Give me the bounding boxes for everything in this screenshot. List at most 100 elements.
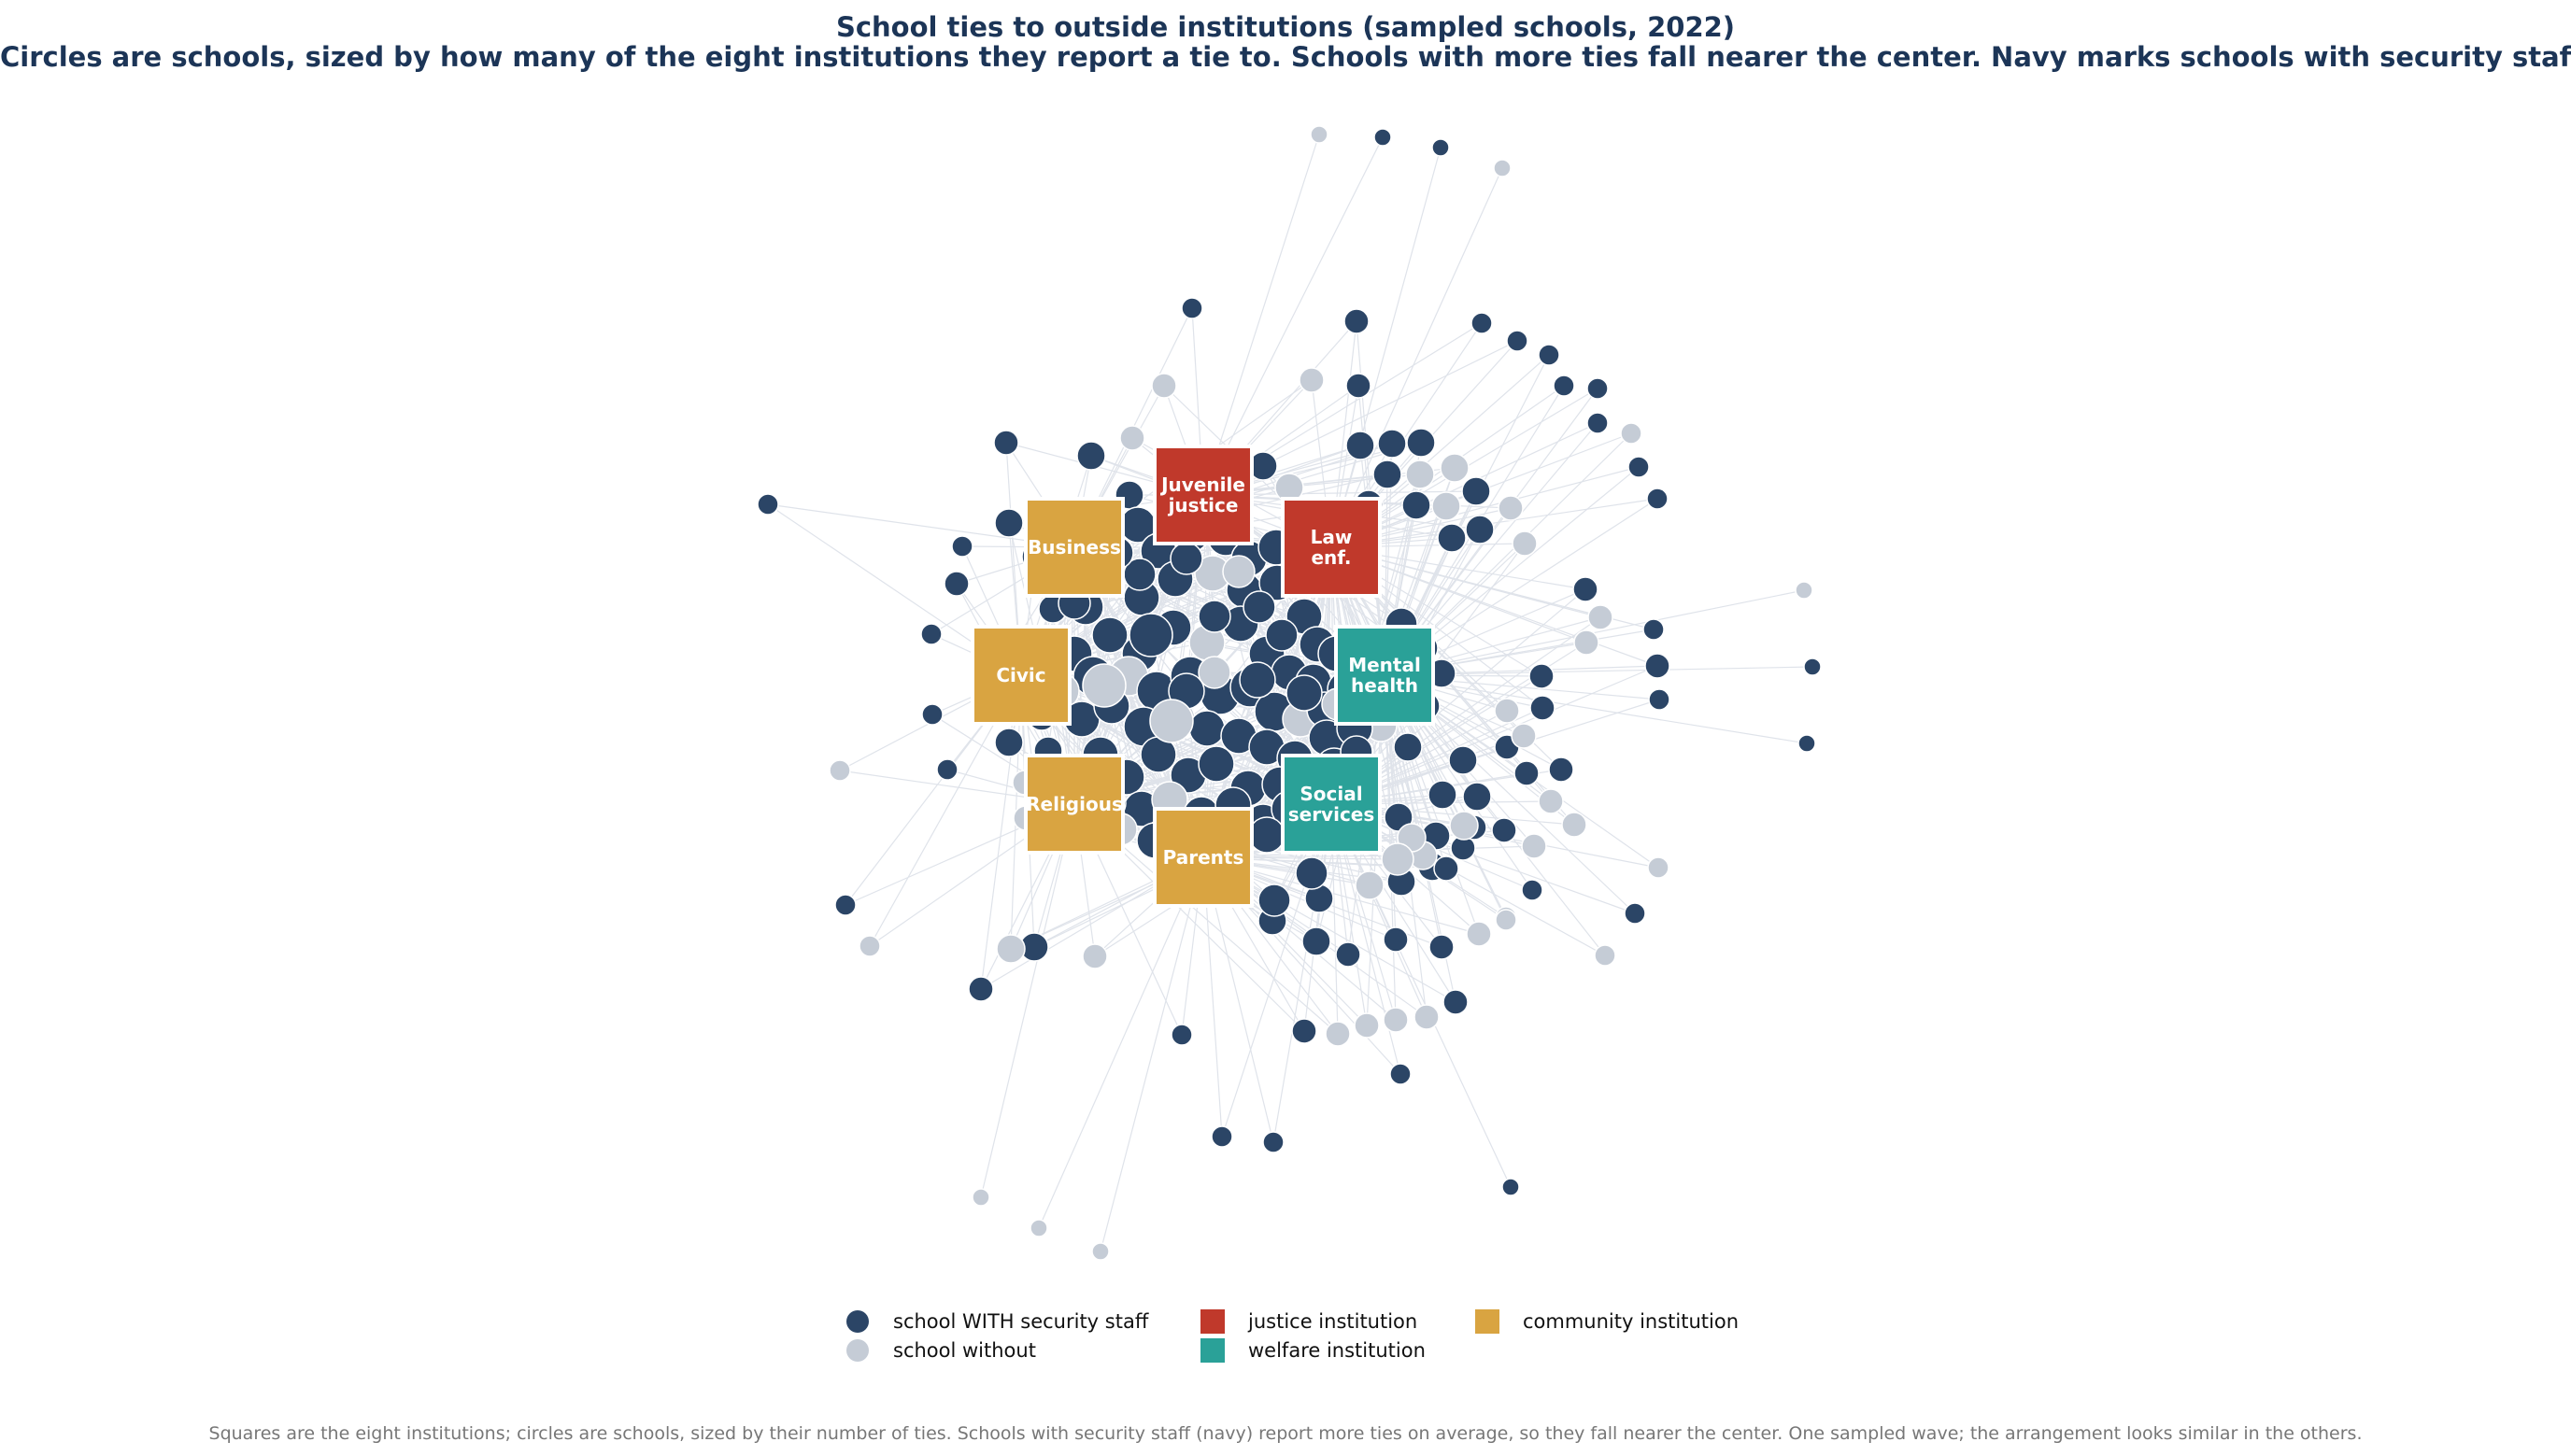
tie-edge [1330,167,1503,548]
school-node-security [1286,674,1323,712]
school-node-security [936,758,959,781]
school-node-without [1498,495,1524,521]
institution-square [971,625,1072,726]
footnote: Squares are the eight institutions; circ… [208,1423,2363,1444]
school-node-security [757,493,779,516]
school-node-without [1030,1219,1048,1237]
institution-label: Social [1300,783,1362,805]
school-node-without [1151,373,1177,399]
tie-edge [767,503,1075,548]
school-node-security [994,728,1024,757]
school-node-without [1119,425,1145,451]
school-node-security [1198,600,1231,633]
school-node-without [1561,812,1587,838]
school-node-without [1573,629,1599,656]
institution-square [1024,754,1125,855]
school-nodes [757,125,1822,1261]
institution-label: Business [1028,536,1121,558]
school-node-security [1506,330,1528,352]
legend: school WITH security staff school without… [846,1309,1739,1363]
school-node-without [1587,604,1613,630]
school-node-security [1129,613,1173,657]
school-node-security [921,703,944,726]
school-node-without [1521,833,1547,859]
school-node-security [1389,1063,1412,1085]
school-node-security [1301,926,1331,956]
school-node-without [1647,856,1669,879]
school-node-security [1345,373,1371,399]
institution-religious: Religious [1024,754,1125,855]
school-node-without [859,935,881,957]
school-node-security [1383,926,1409,953]
school-node-security [1521,879,1543,901]
school-node-security [1553,375,1575,397]
school-node-without [1354,1012,1380,1039]
school-node-without [1222,555,1256,588]
institution-square [1281,754,1382,855]
school-node-security [1345,431,1375,460]
school-node-security [1377,429,1407,459]
school-node-security [1642,618,1665,641]
institution-square [1153,807,1254,908]
school-node-security [1803,657,1822,676]
school-node-security [1586,377,1609,400]
school-node-security [1644,653,1670,679]
institution-label: health [1351,674,1418,697]
school-node-security [1528,663,1555,689]
legend-item: community institution [1475,1309,1739,1334]
legend-label: justice institution [1247,1310,1417,1333]
school-node-security [1513,760,1540,786]
school-node-without [1413,1004,1440,1030]
school-node-security [1470,312,1493,334]
school-node-without [1495,909,1517,931]
institution-square [1334,625,1435,726]
school-node-security [1401,490,1431,520]
institution-label: Juvenile [1159,474,1245,496]
tie-edge [1202,134,1320,496]
school-node-security [1433,855,1459,882]
legend-marker [846,1339,869,1362]
school-node-security [994,508,1024,538]
school-node-without [1381,842,1414,876]
legend-marker [1200,1309,1225,1334]
school-node-security [1462,782,1492,812]
school-node-security [1091,616,1129,654]
school-node-security [1188,710,1226,747]
school-node-security [1335,941,1361,968]
school-node-without [1538,788,1564,814]
school-node-security [1211,1125,1233,1148]
tie-edge [980,803,1075,1198]
school-node-security [1465,515,1495,544]
school-node-without [1494,698,1520,724]
chart-subtitle: Circles are schools, sized by how many o… [0,41,2571,73]
school-node-without [1449,811,1479,841]
school-node-without [972,1188,990,1207]
legend-marker [1200,1338,1225,1363]
institution-civic: Civic [971,625,1072,726]
school-node-without [1493,159,1512,177]
institution-label: Law [1311,526,1353,548]
school-node-without [1466,921,1492,947]
school-node-security [1437,523,1467,553]
school-node-security [944,571,970,597]
institution-square [1281,497,1382,598]
institution-label: Mental [1348,654,1421,676]
institution-business: Business [1024,497,1125,598]
school-node-without [1325,1021,1351,1047]
institution-label: justice [1168,494,1239,516]
tie-edge [1100,856,1204,1252]
school-node-security [1295,856,1328,890]
institution-label: Civic [996,664,1045,686]
school-node-security [834,894,857,916]
school-node-without [1431,491,1461,521]
school-node-security [1491,817,1517,843]
school-node-security [993,430,1019,456]
school-node-without [1355,870,1385,900]
school-node-security [1797,734,1816,753]
